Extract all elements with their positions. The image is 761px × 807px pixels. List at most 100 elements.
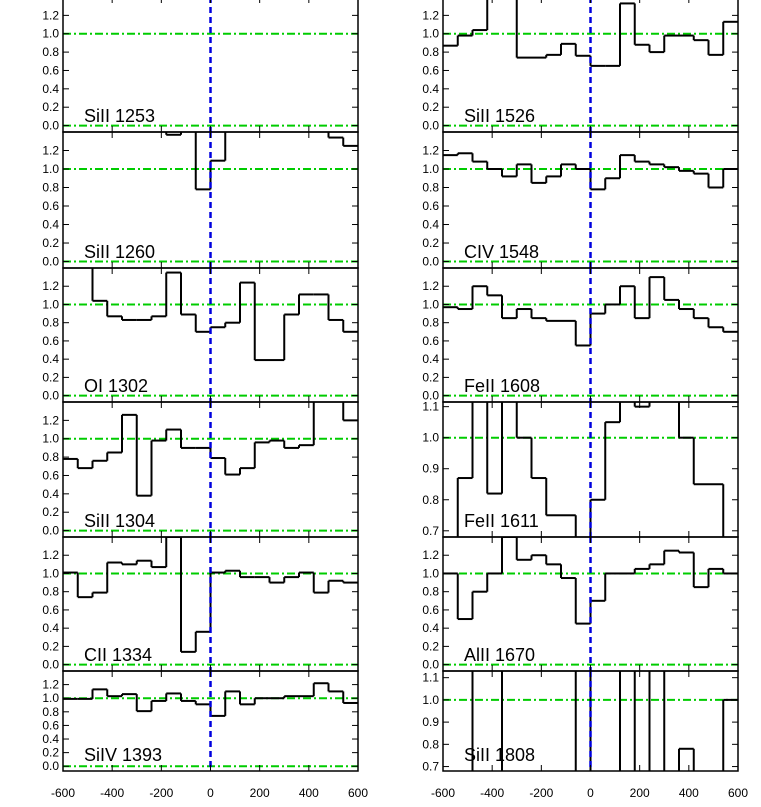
y-tick-label: 0.6	[42, 718, 59, 732]
y-tick-label: 1.0	[422, 297, 439, 311]
y-tick-label: 0.6	[422, 199, 439, 213]
x-tick-label: 600	[348, 786, 368, 800]
y-tick-label: 0.2	[422, 100, 439, 114]
y-tick-label: 1.0	[422, 431, 439, 445]
panel: 0.0 0.2 0.4 0.6 0.8 1.0 1.2 CIV 1548	[422, 131, 739, 269]
y-tick-label: 0.0	[422, 255, 439, 269]
panel-label: SiIV 1393	[84, 745, 162, 765]
y-tick-label: 0.0	[42, 759, 59, 773]
y-tick-label: 0.4	[42, 82, 59, 96]
y-tick-label: 1.0	[42, 691, 59, 705]
plot-area	[443, 402, 738, 537]
panel: 0.0 0.2 0.4 0.6 0.8 1.0 1.2 AlII 1670	[422, 536, 739, 672]
y-tick-label: 1.2	[422, 279, 439, 293]
y-tick-label: 1.1	[422, 400, 439, 414]
y-tick-label: 0.0	[422, 119, 439, 133]
y-tick-label: 0.0	[42, 255, 59, 269]
y-tick-label: 1.0	[422, 566, 439, 580]
y-tick-label: 1.1	[422, 671, 439, 685]
y-tick-label: 0.2	[42, 746, 59, 760]
y-tick-label: 0.8	[422, 585, 439, 599]
y-tick-label: 1.0	[42, 27, 59, 41]
panel: 0.0 0.2 0.4 0.6 0.8 1.0 1.2 SiII 1260	[42, 131, 359, 269]
y-tick-label: 0.2	[42, 100, 59, 114]
plot-area	[443, 268, 738, 402]
x-tick-label: 600	[728, 786, 748, 800]
panel: 0.0 0.2 0.4 0.6 0.8 1.0 1.2 SiII 1526	[422, 0, 739, 133]
y-tick-label: 0.9	[422, 462, 439, 476]
x-tick-label: -200	[529, 786, 553, 800]
panel-label: SiII 1253	[84, 106, 155, 126]
panel-label: OI 1302	[84, 376, 148, 396]
panel: 0.7 0.8 0.9 1.0 1.1 FeII 1611	[422, 400, 739, 538]
y-tick-label: 0.6	[42, 603, 59, 617]
y-tick-label: 0.0	[42, 389, 59, 403]
x-tick-label: -400	[100, 786, 124, 800]
y-tick-label: 0.0	[42, 658, 59, 672]
y-tick-label: 0.0	[42, 119, 59, 133]
y-tick-label: 0.9	[422, 715, 439, 729]
plot-area	[63, 268, 358, 402]
y-tick-label: 0.8	[42, 450, 59, 464]
y-tick-label: 0.4	[42, 352, 59, 366]
y-tick-label: 1.0	[42, 297, 59, 311]
y-tick-label: 1.2	[42, 144, 59, 158]
panel-label: SiII 1304	[84, 511, 155, 531]
y-tick-label: 0.4	[42, 487, 59, 501]
y-tick-label: 1.2	[422, 8, 439, 22]
y-tick-label: 1.2	[42, 279, 59, 293]
panel: 0.0 0.2 0.4 0.6 0.8 1.0 1.2 SiII 1253	[42, 0, 359, 133]
panel: 0.0 0.2 0.4 0.6 0.8 1.0 1.2 SiII 1304	[42, 401, 359, 538]
y-tick-label: 0.4	[42, 621, 59, 635]
y-tick-label: 0.0	[422, 389, 439, 403]
panel-label: FeII 1608	[464, 376, 540, 396]
panel: 0.0 0.2 0.4 0.6 0.8 1.0 1.2 FeII 1608	[422, 267, 739, 403]
y-tick-label: 0.8	[422, 181, 439, 195]
x-tick-label: -600	[431, 786, 455, 800]
y-tick-label: 1.2	[42, 678, 59, 692]
y-tick-label: 0.6	[42, 334, 59, 348]
panel: 0.0 0.2 0.4 0.6 0.8 1.0 1.2 CII 1334	[42, 536, 359, 672]
y-tick-label: 0.8	[42, 705, 59, 719]
y-tick-label: 1.2	[422, 548, 439, 562]
y-tick-label: 0.8	[42, 316, 59, 330]
y-tick-label: 1.0	[422, 27, 439, 41]
y-tick-label: 0.2	[42, 639, 59, 653]
y-tick-label: 0.6	[42, 468, 59, 482]
y-tick-label: 0.8	[42, 181, 59, 195]
y-tick-label: 0.8	[422, 316, 439, 330]
x-tick-label: -200	[149, 786, 173, 800]
y-tick-label: 0.4	[422, 82, 439, 96]
x-tick-label: 200	[250, 786, 270, 800]
y-tick-label: 0.2	[422, 639, 439, 653]
panel: 0.00.20.40.60.81.01.2 -600 -400 -200 0 200 400…	[42, 670, 368, 800]
x-tick-label: -400	[480, 786, 504, 800]
y-tick-label: 0.6	[42, 199, 59, 213]
y-tick-label: 0.8	[422, 45, 439, 59]
x-tick-label: -600	[51, 786, 75, 800]
y-tick-label: 1.2	[42, 413, 59, 427]
panel-label: AlII 1670	[464, 645, 535, 665]
y-tick-label: 0.2	[42, 505, 59, 519]
y-tick-label: 0.4	[422, 218, 439, 232]
y-tick-label: 0.4	[42, 218, 59, 232]
plot-area	[63, 537, 358, 671]
y-tick-label: 1.0	[422, 693, 439, 707]
panel: 0.7 0.8 0.9 1.0 1.1 -600 -400 -200 0 200 400 600 SiI…	[422, 670, 748, 800]
y-tick-label: 1.0	[42, 432, 59, 446]
x-tick-label: 0	[207, 786, 214, 800]
y-tick-label: 0.2	[422, 236, 439, 250]
y-tick-label: 0.7	[422, 524, 439, 538]
y-tick-label: 0.4	[422, 621, 439, 635]
panel: 0.0 0.2 0.4 0.6 0.8 1.0 1.2 OI 1302	[42, 267, 359, 403]
y-tick-label: 0.6	[422, 334, 439, 348]
y-tick-label: 1.2	[42, 548, 59, 562]
panel-label: SiII 1526	[464, 106, 535, 126]
y-tick-label: 1.2	[42, 8, 59, 22]
plot-area	[63, 132, 358, 268]
y-tick-label: 0.0	[422, 658, 439, 672]
x-tick-label: 0	[587, 786, 594, 800]
x-tick-label: 200	[630, 786, 650, 800]
panel-label: FeII 1611	[464, 511, 539, 531]
